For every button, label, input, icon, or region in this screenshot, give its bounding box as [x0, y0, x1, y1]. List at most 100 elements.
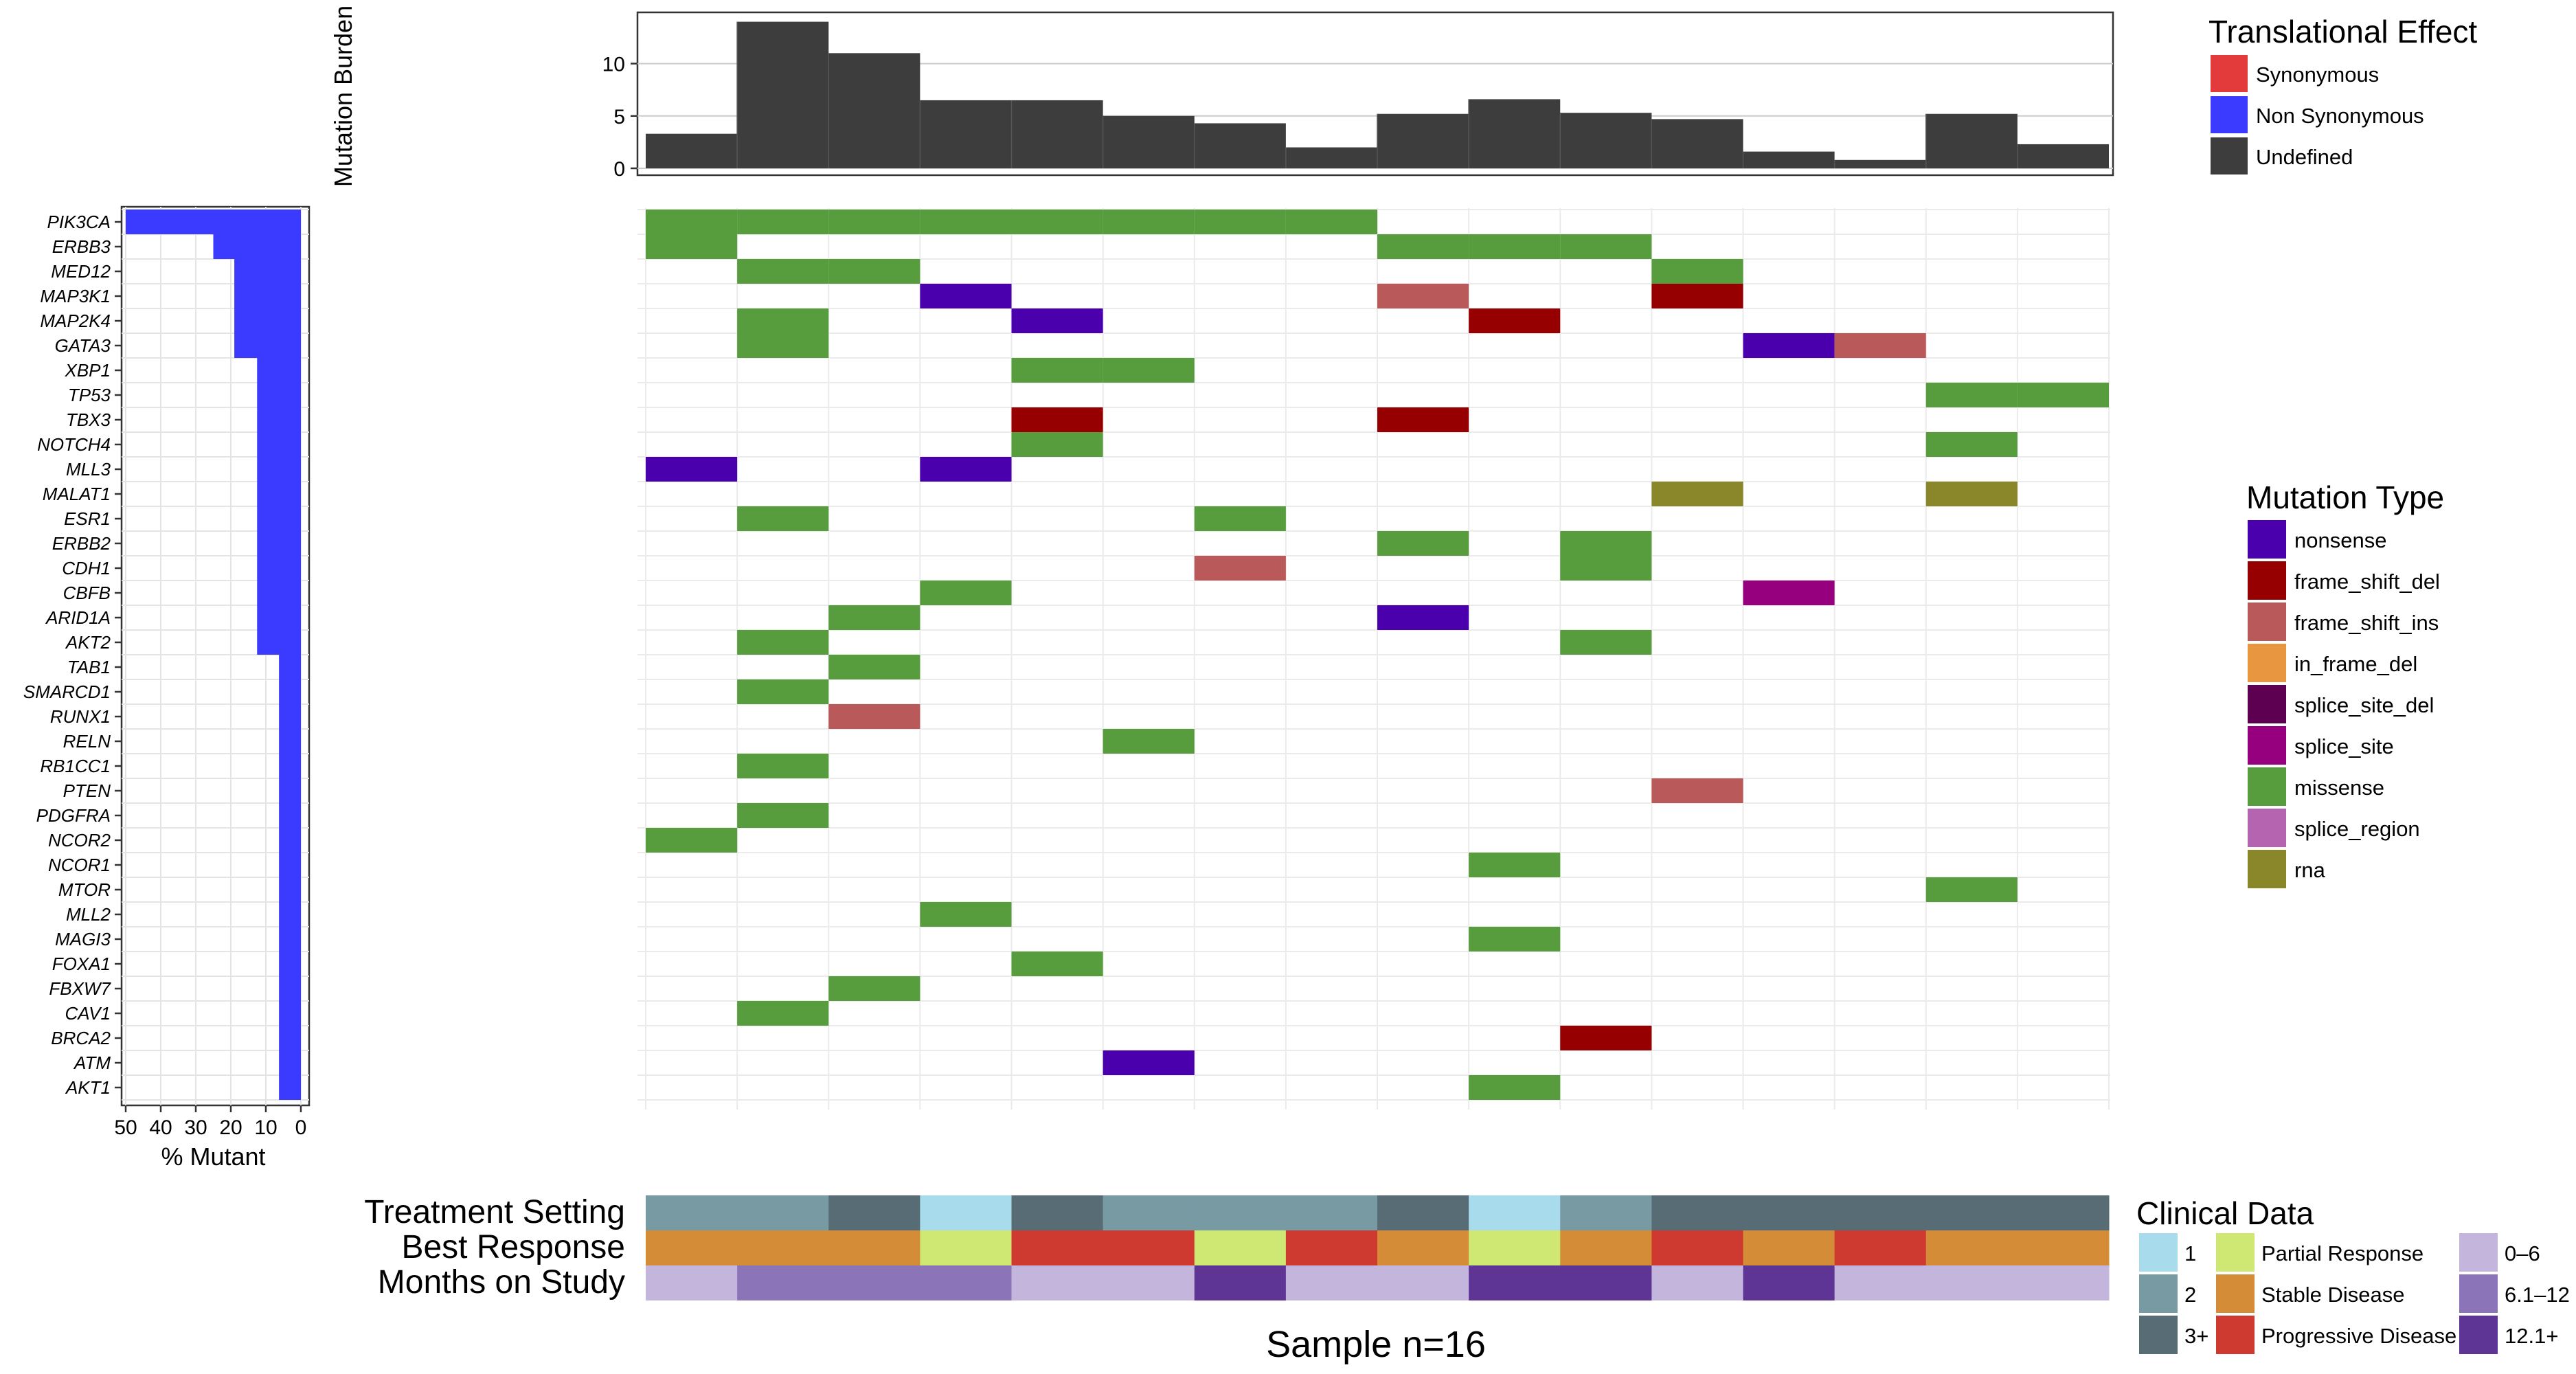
- mutation-cell-malat1-12: [1651, 482, 1743, 506]
- clinical-cell-r3-s10: [1469, 1265, 1561, 1300]
- clinical-cell-r3-s7: [1194, 1265, 1287, 1300]
- gene-label-foxa1: FOXA1: [52, 954, 111, 974]
- clinical-cell-r3-s4: [920, 1265, 1012, 1300]
- percent-bar-xbp1: [257, 358, 301, 383]
- mutation-cell-cdh1-11: [1560, 556, 1652, 581]
- clinical-cell-r2-s8: [1285, 1230, 1378, 1265]
- mutation-cell-xbp1-5: [1011, 358, 1103, 383]
- percent-bar-gata3: [234, 333, 301, 358]
- clin-label-0-1: 2: [2184, 1283, 2196, 1307]
- percent-bar-notch4: [257, 432, 301, 457]
- percent-bar-cbfb: [257, 581, 301, 605]
- mutation-cell-notch4-15: [1925, 432, 2018, 457]
- te-swatch-2: [2211, 96, 2248, 133]
- burden-bar-15: [1925, 113, 2018, 168]
- clin-swatch-1-2: [2216, 1316, 2255, 1354]
- mutation-cell-cav1-2: [737, 1001, 829, 1026]
- percent-tick-label: 40: [149, 1116, 172, 1139]
- mutation-cell-ncor2-1: [646, 828, 738, 853]
- clin-swatch-2-0: [2459, 1233, 2498, 1272]
- clinical-cell-r3-s3: [828, 1265, 920, 1300]
- mutation-cell-mll3-1: [646, 457, 738, 482]
- mutation-cell-rb1cc1-2: [737, 754, 829, 778]
- percent-bar-atm: [279, 1050, 301, 1075]
- mutation-type-title: Mutation Type: [2246, 480, 2444, 515]
- gene-label-tab1: TAB1: [67, 657, 111, 677]
- clin-swatch-0-2: [2139, 1316, 2178, 1354]
- mutation-cell-pik3ca-5: [1011, 210, 1103, 234]
- mutation-cell-pik3ca-8: [1285, 210, 1377, 234]
- gene-label-gata3: GATA3: [55, 335, 111, 356]
- gene-label-mll2: MLL2: [66, 904, 111, 925]
- clinical-cell-r2-s11: [1560, 1230, 1652, 1265]
- gene-label-med12: MED12: [51, 261, 111, 282]
- mutation-cell-erbb3-10: [1469, 234, 1561, 259]
- mt-label-frame_shift_del: frame_shift_del: [2294, 570, 2440, 594]
- gene-label-erbb3: ERBB3: [52, 236, 111, 257]
- mutation-cell-notch4-5: [1011, 432, 1103, 457]
- burden-tick-label: 5: [613, 106, 625, 128]
- gene-label-akt2: AKT2: [65, 632, 111, 653]
- gene-label-fbxw7: FBXW7: [49, 978, 111, 999]
- clinical-cell-r1-s5: [1011, 1195, 1104, 1230]
- translational-effect-legend: Translational Effect Synonymous Non Synony…: [2208, 14, 2477, 174]
- clin-label-1-2: Progressive Disease: [2261, 1324, 2456, 1348]
- mutation-cell-malat1-15: [1925, 482, 2018, 506]
- clinical-cell-r1-s1: [646, 1195, 738, 1230]
- percent-bar-reln: [279, 729, 301, 754]
- mutation-cell-med12-12: [1651, 259, 1743, 284]
- percent-bar-cav1: [279, 1001, 301, 1026]
- mutation-cell-xbp1-6: [1103, 358, 1195, 383]
- clin-swatch-1-1: [2216, 1274, 2255, 1313]
- mt-swatch-frame_shift_del: [2248, 561, 2286, 600]
- mutation-cell-mll2-4: [920, 902, 1012, 927]
- gene-label-akt1: AKT1: [65, 1077, 111, 1098]
- mutation-cell-mll3-4: [920, 457, 1012, 482]
- mutation-cell-cbfb-4: [920, 581, 1012, 605]
- clinical-cell-r2-s16: [2017, 1230, 2110, 1265]
- clinical-data-title: Clinical Data: [2136, 1195, 2314, 1231]
- percent-bar-akt2: [257, 630, 301, 655]
- gene-label-arid1a: ARID1A: [45, 607, 111, 628]
- clinical-cell-r2-s15: [1925, 1230, 2018, 1265]
- percent-bar-pik3ca: [126, 210, 301, 234]
- mutation-cell-arid1a-9: [1377, 605, 1469, 630]
- burden-bar-11: [1560, 113, 1652, 168]
- clinical-cell-r3-s2: [737, 1265, 829, 1300]
- percent-tick-label: 0: [295, 1116, 307, 1139]
- clinical-cell-r1-s13: [1743, 1195, 1835, 1230]
- mutation-cell-pik3ca-1: [646, 210, 738, 234]
- sample-axis-title: Sample n=16: [1266, 1324, 1486, 1365]
- mutation-cell-magi3-10: [1469, 927, 1561, 951]
- clinical-cell-r2-s4: [920, 1230, 1012, 1265]
- percent-bar-ncor1: [279, 853, 301, 877]
- burden-bar-9: [1377, 113, 1469, 168]
- percent-tick-label: 30: [184, 1116, 207, 1139]
- mutation-cell-atm-6: [1103, 1050, 1195, 1075]
- clinical-cell-r1-s16: [2017, 1195, 2110, 1230]
- mutation-cell-pik3ca-4: [920, 210, 1012, 234]
- mutation-cell-map3k1-12: [1651, 284, 1743, 308]
- mutation-cell-runx1-3: [828, 704, 920, 729]
- mutation-cell-pten-12: [1651, 778, 1743, 803]
- mt-label-nonsense: nonsense: [2294, 528, 2386, 552]
- te-label-2: Non Synonymous: [2256, 104, 2424, 128]
- mutation-cell-tp53-15: [1925, 383, 2018, 407]
- mutation-cell-akt2-11: [1560, 630, 1652, 655]
- mutation-cell-map3k1-9: [1377, 284, 1469, 308]
- clinical-data-legend: Clinical Data 1 2 3+ Partial Response Stable …: [2136, 1195, 2570, 1354]
- mutation-cell-erbb3-9: [1377, 234, 1469, 259]
- mutation-cell-map2k4-10: [1469, 308, 1561, 333]
- gene-label-erbb2: ERBB2: [52, 533, 111, 554]
- gene-label-atm: ATM: [73, 1052, 111, 1073]
- mt-label-rna: rna: [2294, 858, 2326, 882]
- mt-swatch-frame_shift_ins: [2248, 602, 2286, 641]
- gene-label-xbp1: XBP1: [65, 360, 111, 381]
- clinical-cell-r1-s7: [1194, 1195, 1287, 1230]
- clinical-cell-r2-s7: [1194, 1230, 1287, 1265]
- mutation-cell-map2k4-5: [1011, 308, 1103, 333]
- gene-label-magi3: MAGI3: [55, 929, 111, 949]
- percent-bar-fbxw7: [279, 976, 301, 1001]
- clinical-cell-r1-s3: [828, 1195, 920, 1230]
- burden-bar-2: [737, 21, 829, 168]
